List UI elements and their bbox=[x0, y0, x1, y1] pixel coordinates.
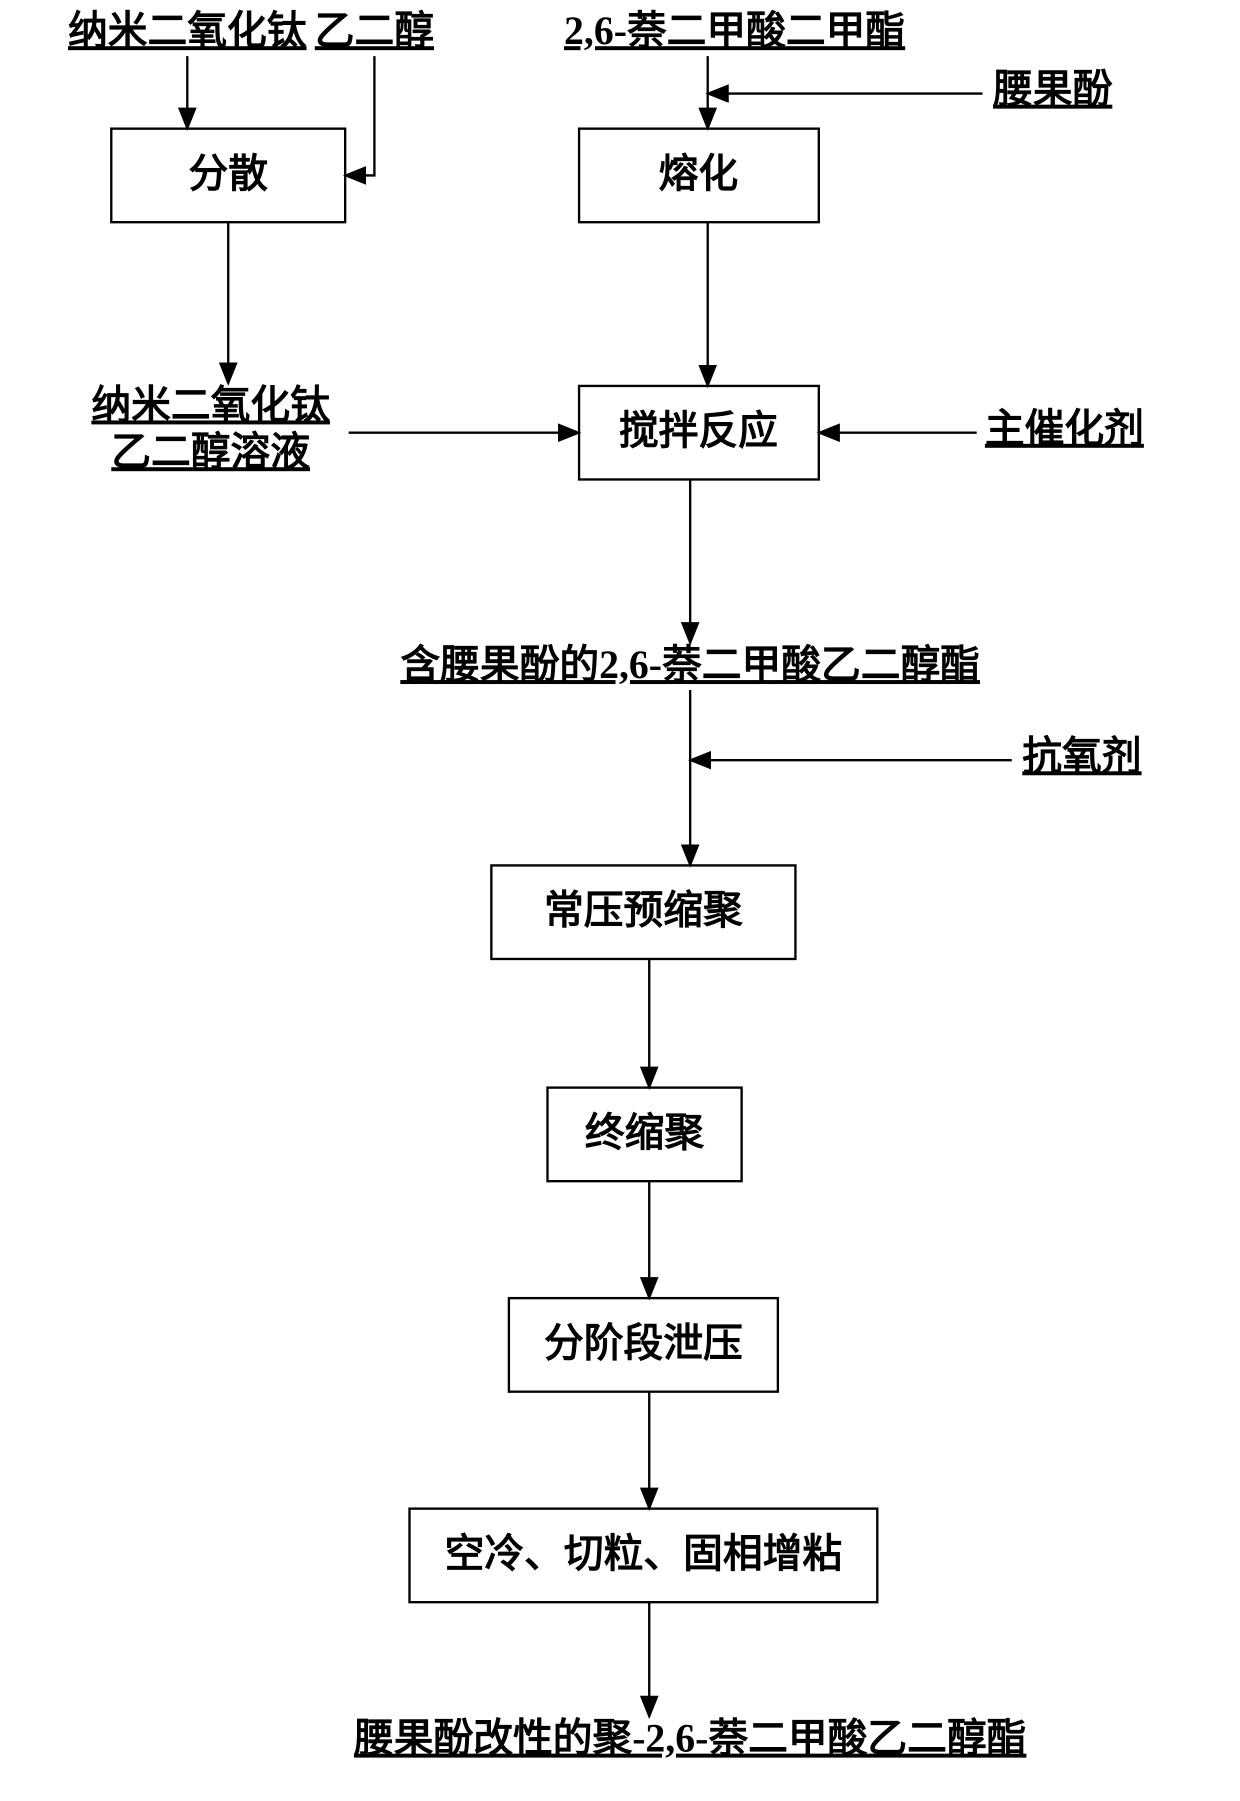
label-tio2-sol-a: 纳米二氧化钛 bbox=[91, 383, 330, 427]
label-ndc: 2,6-萘二甲酸二甲酯 bbox=[564, 9, 905, 53]
label-cardanol: 腰果酚 bbox=[992, 68, 1113, 112]
flowchart-diagram: 分散 熔化 搅拌反应 常压预缩聚 终缩聚 分阶段泄压 空冷、切粒、固相增粘 纳米… bbox=[0, 0, 1240, 1801]
box-label-melt: 熔化 bbox=[659, 152, 739, 196]
process-box-disperse: 分散 bbox=[111, 129, 345, 223]
process-box-cool: 空冷、切粒、固相增粘 bbox=[409, 1509, 877, 1603]
box-label-final: 终缩聚 bbox=[585, 1111, 705, 1155]
box-label-disperse: 分散 bbox=[188, 152, 268, 196]
process-box-final: 终缩聚 bbox=[547, 1088, 741, 1182]
label-tio2: 纳米二氧化钛 bbox=[68, 9, 307, 53]
arrow-glycol-to-disperse bbox=[345, 56, 374, 175]
process-box-melt: 熔化 bbox=[579, 129, 819, 223]
label-antiox: 抗氧剂 bbox=[1022, 734, 1141, 778]
process-box-prepoly: 常压预缩聚 bbox=[491, 865, 795, 959]
box-label-depress: 分阶段泄压 bbox=[544, 1321, 743, 1365]
process-box-stir: 搅拌反应 bbox=[579, 386, 819, 480]
label-catalyst: 主催化剂 bbox=[985, 407, 1144, 451]
label-product: 腰果酚改性的聚-2,6-萘二甲酸乙二醇酯 bbox=[353, 1717, 1026, 1761]
label-tio2-sol-b: 乙二醇溶液 bbox=[111, 430, 310, 474]
process-box-depress: 分阶段泄压 bbox=[509, 1298, 778, 1392]
box-label-stir: 搅拌反应 bbox=[619, 409, 778, 453]
box-label-cool: 空冷、切粒、固相增粘 bbox=[445, 1532, 843, 1576]
box-label-prepoly: 常压预缩聚 bbox=[544, 889, 743, 933]
label-intermediate: 含腰果酚的2,6-萘二甲酸乙二醇酯 bbox=[400, 643, 980, 687]
label-glycol: 乙二醇 bbox=[315, 9, 434, 53]
